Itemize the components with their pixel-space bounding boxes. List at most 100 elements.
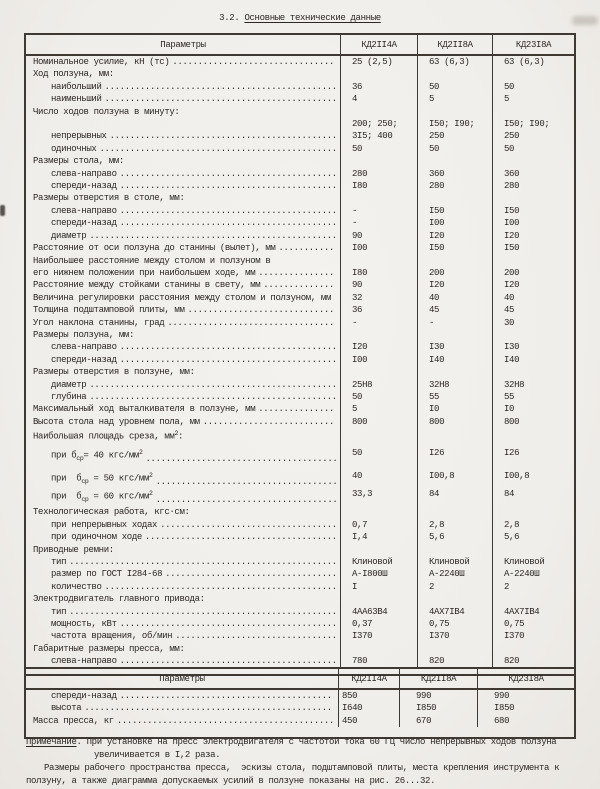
value-cell <box>417 366 492 379</box>
value-cell <box>492 543 574 556</box>
table-row: размер по ГОСТ I284-68А-I800ША-2240ША-22… <box>26 568 574 581</box>
value-cell: 55 <box>492 390 574 404</box>
table-row: при одиночном ходеI,45,65,6 <box>26 531 574 544</box>
value-cell: I20 <box>340 341 417 354</box>
value-cell: I20 <box>492 279 574 292</box>
table-row: Размеры ползуна, мм: <box>26 328 574 342</box>
value-cell: 200; 250; 3I5; 400 <box>340 118 417 143</box>
table-row: высотаI640I850I850 <box>26 702 574 715</box>
value-cell <box>492 105 574 119</box>
param-label: при непрерывных ходах <box>26 519 340 531</box>
dimensions-table: Параметры КД2II4А КД2II8А КД23I8А сперед… <box>24 667 576 740</box>
table-row: Размеры отверстия в ползуне, мм: <box>26 366 574 379</box>
table-row: слева-направо280360360 <box>26 167 574 181</box>
page-title: 3.2. Основные технические данные <box>0 13 600 23</box>
value-cell: I50 <box>492 242 574 255</box>
param-label: наименьший <box>26 93 340 105</box>
value-cell: А-I800Ш <box>340 568 417 581</box>
dot-leader <box>278 242 336 254</box>
param-label: спереди-назад <box>26 180 340 192</box>
value-cell: 280 <box>340 167 417 181</box>
table-row: Габаритные размеры пресса, мм: <box>26 642 574 656</box>
value-cell: I00,8 <box>417 465 492 488</box>
value-cell: 2 <box>417 580 492 594</box>
value-cell: 360 <box>417 167 492 181</box>
value-cell: I50 <box>417 242 492 255</box>
note-block: Примечание. При установке на пресс элект… <box>26 736 576 788</box>
value-cell: 450 <box>338 714 399 728</box>
value-cell: I <box>340 580 417 594</box>
value-cell <box>340 642 417 656</box>
param-label: размер по ГОСТ I284-68 <box>26 568 340 580</box>
value-cell: 90 <box>340 279 417 292</box>
value-cell <box>417 642 492 656</box>
dot-leader <box>89 379 336 391</box>
param-label: Размеры ползуна, мм: <box>33 329 135 340</box>
column-header-model-2: КД2II8А <box>417 35 492 54</box>
value-cell <box>340 105 417 119</box>
value-cell: Клиновой <box>492 555 574 569</box>
column-header-parameters: Параметры <box>159 673 205 684</box>
value-cell: 32Н8 <box>492 378 574 391</box>
dot-leader <box>84 702 334 714</box>
table-row: слева-направо780820820 <box>26 655 574 668</box>
param-label: при бср= 40 кгс/мм2 <box>26 443 340 465</box>
value-cell: 990 <box>477 690 574 703</box>
table-header-row: Параметры КД2II4А КД2II8А КД23I8А <box>26 35 574 56</box>
table-row: частота вращения, об/минI370I370I370 <box>26 630 574 643</box>
value-cell <box>340 328 417 342</box>
param-label: Приводные ремни: <box>33 544 114 555</box>
param-label: Размеры отверстия в столе, мм: <box>33 193 185 204</box>
value-cell: Клиновой <box>340 555 417 569</box>
value-cell <box>417 155 492 168</box>
table-row: Толщина подштамповой плиты, мм364545 <box>26 304 574 317</box>
param-label: диаметр <box>26 379 340 391</box>
value-cell: Клиновой <box>417 555 492 569</box>
dot-leader <box>99 143 336 155</box>
value-cell: 800 <box>417 415 492 429</box>
value-cell: I00,8 <box>492 465 574 488</box>
dot-leader <box>120 690 334 702</box>
param-label: Величина регулировки расстояния между ст… <box>33 292 332 303</box>
table-row: слева-направоI20I30I30 <box>26 341 574 354</box>
value-cell: I370 <box>492 630 574 643</box>
value-cell: 40 <box>340 465 417 488</box>
table-row: диаметр90I20I20 <box>26 229 574 243</box>
table-row: глубина505555 <box>26 390 574 404</box>
table-row: мощность, кВт0,370,750,75 <box>26 617 574 631</box>
value-cell <box>492 593 574 606</box>
value-cell: I40 <box>417 353 492 367</box>
value-cell: 4 <box>340 93 417 106</box>
dot-leader <box>160 519 336 531</box>
table-row: Размеры стола, мм: <box>26 155 574 168</box>
table-row: спереди-назад850990990 <box>26 690 574 703</box>
dot-leader <box>172 56 336 68</box>
dot-leader <box>120 180 336 192</box>
dot-leader <box>167 317 336 329</box>
param-label: Наибольшая площадь среза, мм2: <box>33 430 184 442</box>
value-cell <box>340 428 417 444</box>
column-header-model-3: КД23I8А <box>477 669 574 688</box>
table-row: Технологическая работа, кгс·см: <box>26 506 574 519</box>
value-cell <box>340 543 417 556</box>
value-cell <box>340 155 417 168</box>
value-cell: 820 <box>492 655 574 668</box>
value-cell: 45 <box>492 304 574 317</box>
value-cell: I0 <box>417 403 492 416</box>
value-cell <box>417 105 492 119</box>
value-cell: I850 <box>399 702 477 715</box>
dot-leader <box>175 630 336 642</box>
value-cell: 50 <box>340 443 417 466</box>
value-cell: I00 <box>340 353 417 367</box>
value-cell: I50; I90; 250 <box>492 118 574 143</box>
value-cell: 50 <box>492 80 574 94</box>
note-line: увеличивается в I,2 раза. <box>94 750 221 760</box>
table-row: при бср= 40 кгс/мм250I26I26 <box>26 443 574 466</box>
param-label: Угол наклона станины, град <box>26 317 340 329</box>
table-row: наименьший455 <box>26 93 574 106</box>
value-cell <box>340 506 417 519</box>
value-cell: 45 <box>417 304 492 317</box>
value-cell: 63 (6,3) <box>492 56 574 69</box>
value-cell: 4АХ7IВ4 <box>492 605 574 618</box>
value-cell: 25Н8 <box>340 378 417 391</box>
